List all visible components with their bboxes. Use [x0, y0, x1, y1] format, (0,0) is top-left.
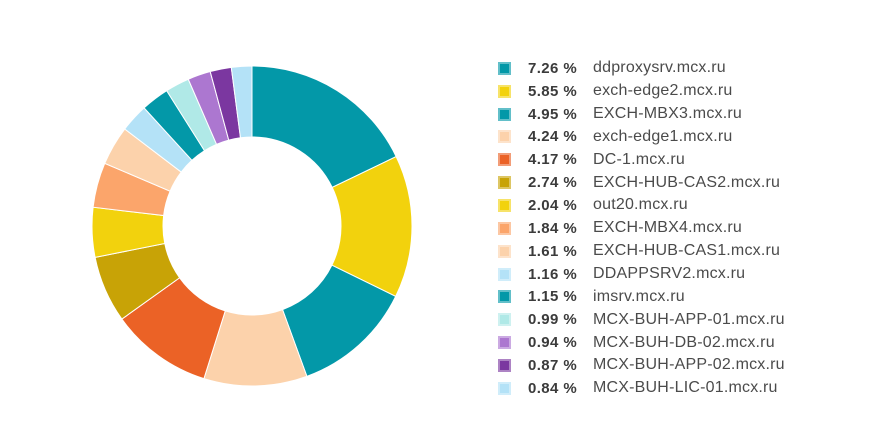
- legend-label: DDAPPSRV2.mcx.ru: [593, 265, 746, 283]
- legend-color-swatch: [498, 153, 511, 167]
- legend-color-swatch: [498, 176, 511, 190]
- legend-row: 4.95 % EXCH-MBX3.mcx.ru: [498, 103, 785, 126]
- legend-label: EXCH-HUB-CAS2.mcx.ru: [593, 173, 781, 191]
- legend-percent: 2.04 %: [528, 196, 578, 214]
- legend-label: MCX-BUH-DB-02.mcx.ru: [593, 333, 775, 351]
- legend-row: 0.84 % MCX-BUH-LIC-01.mcx.ru: [498, 377, 785, 400]
- legend-color-swatch: [498, 313, 511, 327]
- legend-label: EXCH-MBX3.mcx.ru: [593, 105, 742, 123]
- legend-row: 4.17 % DC-1.mcx.ru: [498, 148, 785, 171]
- legend-percent: 0.94 %: [528, 334, 578, 352]
- legend-row: 4.24 % exch-edge1.mcx.ru: [498, 126, 785, 149]
- legend-color-swatch: [498, 130, 511, 144]
- legend-percent: 1.84 %: [528, 219, 578, 237]
- legend-label: imsrv.mcx.ru: [593, 287, 685, 305]
- legend-row: 1.61 % EXCH-HUB-CAS1.mcx.ru: [498, 240, 785, 263]
- legend-row: 2.04 % out20.mcx.ru: [498, 194, 785, 217]
- legend-percent: 4.95 %: [528, 105, 578, 123]
- donut-chart[interactable]: [0, 0, 460, 441]
- legend-percent: 0.84 %: [528, 379, 578, 397]
- legend-percent: 4.24 %: [528, 128, 578, 146]
- legend-row: 1.16 % DDAPPSRV2.mcx.ru: [498, 263, 785, 286]
- legend-percent: 0.99 %: [528, 311, 578, 329]
- legend-percent: 1.15 %: [528, 288, 578, 306]
- legend-color-swatch: [498, 198, 511, 212]
- legend-row: 5.85 % exch-edge2.mcx.ru: [498, 80, 785, 103]
- legend-row: 2.74 % EXCH-HUB-CAS2.mcx.ru: [498, 171, 785, 194]
- legend-percent: 5.85 %: [528, 82, 578, 100]
- legend-label: exch-edge1.mcx.ru: [593, 127, 733, 145]
- donut-segment[interactable]: [251, 65, 397, 189]
- donut-segment[interactable]: [230, 65, 253, 139]
- legend-color-swatch: [498, 61, 511, 75]
- legend-percent: 1.61 %: [528, 242, 578, 260]
- legend-label: out20.mcx.ru: [593, 196, 688, 214]
- legend-color-swatch: [498, 358, 511, 372]
- legend-row: 7.26 % ddproxysrv.mcx.ru: [498, 57, 785, 80]
- legend-color-swatch: [498, 221, 511, 235]
- legend-row: 0.87 % MCX-BUH-APP-02.mcx.ru: [498, 354, 785, 377]
- legend-row: 1.84 % EXCH-MBX4.mcx.ru: [498, 217, 785, 240]
- legend-label: DC-1.mcx.ru: [593, 150, 685, 168]
- legend-percent: 4.17 %: [528, 151, 578, 169]
- legend-label: EXCH-HUB-CAS1.mcx.ru: [593, 242, 781, 260]
- legend-percent: 1.16 %: [528, 265, 578, 283]
- legend-label: ddproxysrv.mcx.ru: [593, 59, 726, 77]
- legend-percent: 2.74 %: [528, 174, 578, 192]
- legend-label: MCX-BUH-LIC-01.mcx.ru: [593, 379, 778, 397]
- legend-color-swatch: [498, 290, 511, 304]
- legend-color-swatch: [498, 84, 511, 98]
- legend-label: MCX-BUH-APP-01.mcx.ru: [593, 310, 785, 328]
- legend-color-swatch: [498, 107, 511, 121]
- legend-row: 0.94 % MCX-BUH-DB-02.mcx.ru: [498, 331, 785, 354]
- legend-color-swatch: [498, 267, 511, 281]
- legend-label: MCX-BUH-APP-02.mcx.ru: [593, 356, 785, 374]
- legend-row: 1.15 % imsrv.mcx.ru: [498, 285, 785, 308]
- chart-legend: 7.26 % ddproxysrv.mcx.ru 5.85 % exch-edge2.…: [498, 57, 785, 400]
- legend-label: exch-edge2.mcx.ru: [593, 82, 733, 100]
- legend-percent: 0.87 %: [528, 356, 578, 374]
- legend-percent: 7.26 %: [528, 59, 578, 77]
- legend-color-swatch: [498, 381, 511, 395]
- legend-row: 0.99 % MCX-BUH-APP-01.mcx.ru: [498, 308, 785, 331]
- legend-color-swatch: [498, 244, 511, 258]
- legend-color-swatch: [498, 336, 511, 350]
- legend-label: EXCH-MBX4.mcx.ru: [593, 219, 742, 237]
